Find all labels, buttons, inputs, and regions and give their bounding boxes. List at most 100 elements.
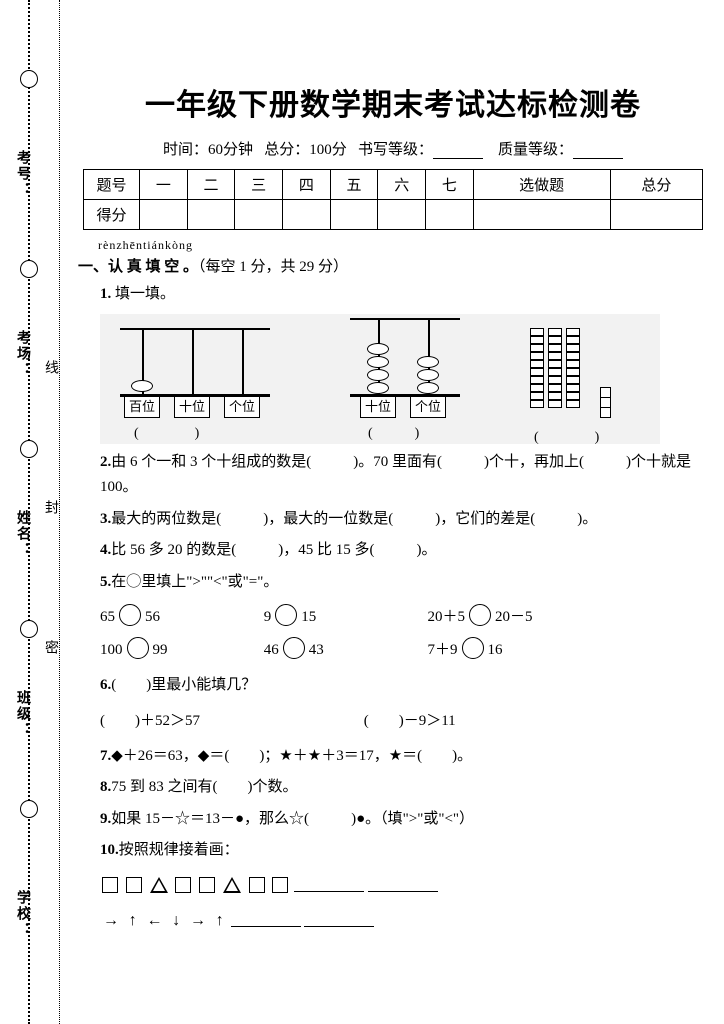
- q3-b: )，最大的一位数是(: [263, 511, 393, 527]
- abacus1-label-bai: 百位: [124, 396, 160, 418]
- blank[interactable]: [584, 454, 626, 470]
- arrow-down-icon: ↓: [172, 912, 180, 929]
- side-label-class: 班级：: [12, 690, 32, 738]
- q3-a: 最大的两位数是(: [111, 511, 221, 527]
- total-label: 总分：: [264, 142, 309, 158]
- rods-answer-blank[interactable]: ( ): [534, 426, 599, 446]
- blank[interactable]: [236, 542, 278, 558]
- q5: 5.在◯里填上">""<"或"="。: [100, 570, 714, 596]
- q9-num: 9.: [100, 811, 111, 827]
- q6-text: ( )里最小能填几？: [111, 677, 256, 693]
- blank[interactable]: [393, 511, 435, 527]
- q2-c: )个十，再加上(: [484, 454, 584, 470]
- q5-row2: 10099 4643 7＋916: [100, 634, 714, 667]
- compare-blank[interactable]: [462, 637, 484, 659]
- blank[interactable]: [375, 542, 417, 558]
- score-cell[interactable]: [330, 200, 378, 230]
- score-cell[interactable]: [426, 200, 474, 230]
- abacus2-answer-blank[interactable]: ( ): [368, 422, 419, 442]
- q4-b: )，45 比 15 多(: [278, 542, 374, 558]
- row-score-label: 得分: [84, 200, 140, 230]
- pattern-blank[interactable]: [304, 913, 374, 927]
- q7-num: 7.: [100, 748, 111, 764]
- arrow-right-icon: →: [103, 912, 119, 929]
- th-4: 四: [283, 170, 331, 200]
- q2-a: 由 6 个一和 3 个十组成的数是(: [111, 454, 311, 470]
- abacus1-answer-blank[interactable]: ( ): [134, 422, 199, 442]
- page-content: 一年级下册数学期末考试达标检测卷 时间：60分钟 总分：100分 书写等级： 质…: [60, 0, 724, 948]
- compare-blank[interactable]: [469, 604, 491, 626]
- v: 9: [264, 609, 272, 625]
- score-cell[interactable]: [187, 200, 235, 230]
- q10-num: 10.: [100, 842, 119, 858]
- q2-num: 2.: [100, 454, 111, 470]
- q3-c: )，它们的差是(: [435, 511, 535, 527]
- exam-title: 一年级下册数学期末考试达标检测卷: [72, 80, 714, 124]
- pattern-blank[interactable]: [294, 878, 364, 892]
- blank[interactable]: [311, 454, 353, 470]
- q2: 2.由 6 个一和 3 个十组成的数是( )。70 里面有( )个十，再加上( …: [100, 450, 714, 501]
- q4: 4.比 56 多 20 的数是( )，45 比 15 多( )。: [100, 538, 714, 564]
- v: 100: [100, 642, 123, 658]
- score-cell[interactable]: [473, 200, 610, 230]
- th-5: 五: [330, 170, 378, 200]
- abacus2-label-shi: 十位: [360, 396, 396, 418]
- q3-num: 3.: [100, 511, 111, 527]
- compare-blank[interactable]: [119, 604, 141, 626]
- seal-char-feng: 封: [40, 500, 60, 518]
- q2-b: )。70 里面有(: [353, 454, 442, 470]
- compare-blank[interactable]: [283, 637, 305, 659]
- q3: 3.最大的两位数是( )，最大的一位数是( )，它们的差是( )。: [100, 507, 714, 533]
- q8-num: 8.: [100, 779, 111, 795]
- blank[interactable]: [535, 511, 577, 527]
- exam-subhead: 时间：60分钟 总分：100分 书写等级： 质量等级：: [72, 138, 714, 159]
- q6-expr1: ( )＋52＞57: [100, 705, 360, 738]
- th-2: 二: [187, 170, 235, 200]
- th-3: 三: [235, 170, 283, 200]
- v: 43: [309, 642, 324, 658]
- score-cell[interactable]: [235, 200, 283, 230]
- quality-grade-blank[interactable]: [573, 145, 623, 159]
- q9: 9.如果 15－☆＝13－●，那么☆( )●。（填">"或"<"）: [100, 807, 714, 833]
- score-cell[interactable]: [378, 200, 426, 230]
- blank[interactable]: [309, 811, 351, 827]
- q1-diagram: 百位 十位 个位 ( ) 十位 个位 ( ): [100, 314, 660, 444]
- side-label-examno: 考号：: [12, 150, 32, 198]
- q9-a: 如果 15－☆＝13－●，那么☆(: [111, 811, 309, 827]
- base10-rods: ( ): [530, 328, 650, 438]
- q10: 10.按照规律接着画：: [100, 838, 714, 864]
- q1-text: 填一填。: [115, 286, 175, 302]
- blank[interactable]: [442, 454, 484, 470]
- square-icon: [199, 877, 215, 893]
- section1-note: （每空 1 分，共 29 分）: [198, 259, 348, 275]
- score-cell[interactable]: [283, 200, 331, 230]
- fold-circle: [20, 800, 38, 818]
- score-cell[interactable]: [140, 200, 188, 230]
- side-label-school: 学校：: [12, 890, 32, 938]
- writing-grade-blank[interactable]: [433, 145, 483, 159]
- blank[interactable]: [221, 511, 263, 527]
- compare-blank[interactable]: [127, 637, 149, 659]
- arrow-up-icon: ↑: [216, 912, 224, 929]
- compare-blank[interactable]: [275, 604, 297, 626]
- section1-pinyin: rènzhēntiánkòng: [98, 238, 714, 253]
- total-value: 100分: [309, 142, 347, 158]
- pattern-blank[interactable]: [231, 913, 301, 927]
- q4-num: 4.: [100, 542, 111, 558]
- q6-expr2: ( )－9＞11: [364, 713, 456, 729]
- seal-char-mi: 密: [40, 640, 60, 658]
- abacus1-label-shi: 十位: [174, 396, 210, 418]
- q10-arrows-row: → ↑ ← ↓ → ↑: [100, 903, 714, 938]
- q3-d: )。: [577, 511, 597, 527]
- q5-num: 5.: [100, 574, 111, 590]
- square-icon: [126, 877, 142, 893]
- pattern-blank[interactable]: [368, 878, 438, 892]
- q10-text: 按照规律接着画：: [119, 842, 239, 858]
- score-cell[interactable]: [610, 200, 702, 230]
- q1: 1. 填一填。: [100, 282, 714, 308]
- triangle-icon: [150, 877, 168, 893]
- q8: 8.75 到 83 之间有( )个数。: [100, 775, 714, 801]
- seal-char-xian: 线: [40, 360, 60, 378]
- q10-shapes-row: [100, 870, 714, 903]
- abacus-2col: 十位 个位 ( ): [350, 318, 460, 428]
